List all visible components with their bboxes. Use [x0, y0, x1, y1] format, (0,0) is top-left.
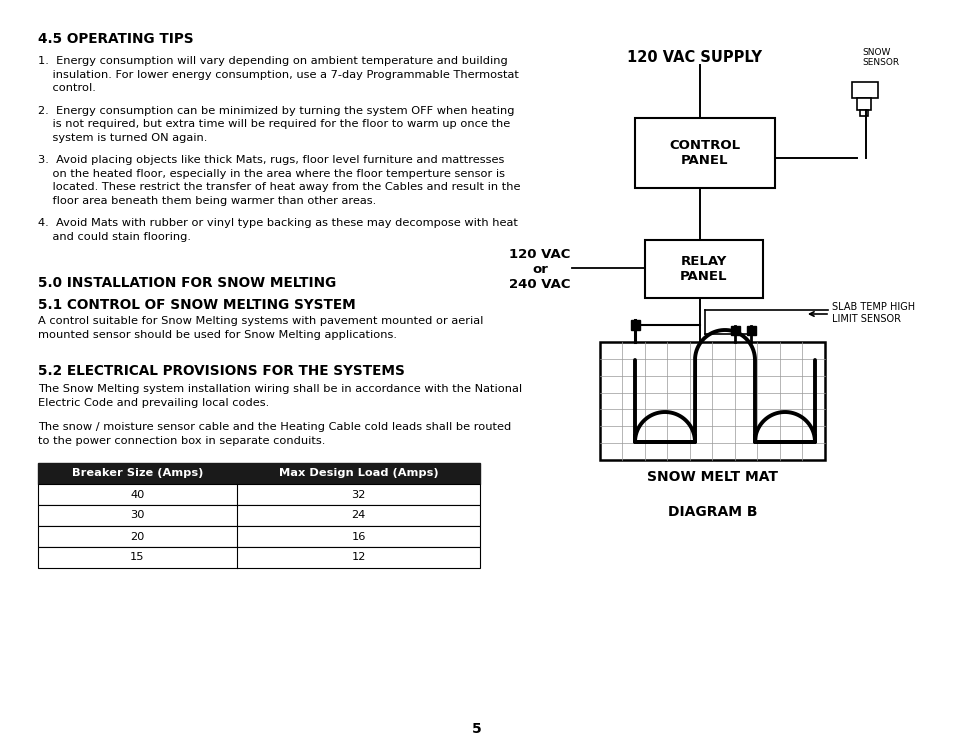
Bar — [38, 463, 479, 484]
Bar — [644, 240, 762, 298]
Bar — [38, 505, 479, 526]
Text: 5.1 CONTROL OF SNOW MELTING SYSTEM: 5.1 CONTROL OF SNOW MELTING SYSTEM — [38, 298, 355, 312]
Text: 5.0 INSTALLATION FOR SNOW MELTING: 5.0 INSTALLATION FOR SNOW MELTING — [38, 276, 335, 290]
Bar — [38, 526, 479, 547]
Text: 12: 12 — [351, 553, 365, 562]
Text: 3.  Avoid placing objects like thick Mats, rugs, floor level furniture and mattr: 3. Avoid placing objects like thick Mats… — [38, 155, 520, 206]
Text: 2.  Energy consumption can be minimized by turning the system OFF when heating
 : 2. Energy consumption can be minimized b… — [38, 106, 514, 142]
Text: 120 VAC
or
240 VAC: 120 VAC or 240 VAC — [509, 248, 570, 291]
Text: 120 VAC SUPPLY: 120 VAC SUPPLY — [627, 50, 761, 65]
Text: 32: 32 — [351, 489, 365, 500]
Text: The snow / moisture sensor cable and the Heating Cable cold leads shall be route: The snow / moisture sensor cable and the… — [38, 422, 511, 446]
Bar — [851, 82, 877, 98]
Bar — [746, 326, 755, 335]
Text: 40: 40 — [131, 489, 145, 500]
Bar — [630, 320, 639, 330]
Bar — [599, 342, 824, 460]
Text: The Snow Melting system installation wiring shall be in accordance with the Nati: The Snow Melting system installation wir… — [38, 384, 521, 407]
Text: 5: 5 — [472, 722, 481, 736]
Bar — [38, 484, 479, 505]
Text: 24: 24 — [351, 511, 365, 520]
Text: 4.  Avoid Mats with rubber or vinyl type backing as these may decompose with hea: 4. Avoid Mats with rubber or vinyl type … — [38, 218, 517, 241]
Text: CONTROL
PANEL: CONTROL PANEL — [669, 139, 740, 167]
Text: 4.5 OPERATING TIPS: 4.5 OPERATING TIPS — [38, 32, 193, 46]
Text: SNOW MELT MAT: SNOW MELT MAT — [646, 470, 778, 484]
Text: 20: 20 — [131, 531, 145, 542]
Bar — [635, 118, 774, 188]
Bar — [859, 110, 867, 116]
Text: 16: 16 — [351, 531, 365, 542]
Text: 15: 15 — [130, 553, 145, 562]
Text: DIAGRAM B: DIAGRAM B — [667, 505, 757, 519]
Text: RELAY
PANEL: RELAY PANEL — [679, 255, 727, 283]
Text: SNOW
SENSOR: SNOW SENSOR — [862, 48, 898, 67]
Text: Breaker Size (Amps): Breaker Size (Amps) — [71, 469, 203, 478]
Text: 5.2 ELECTRICAL PROVISIONS FOR THE SYSTEMS: 5.2 ELECTRICAL PROVISIONS FOR THE SYSTEM… — [38, 364, 404, 378]
Text: 30: 30 — [130, 511, 145, 520]
Bar — [730, 326, 740, 335]
Text: Max Design Load (Amps): Max Design Load (Amps) — [278, 469, 437, 478]
Text: SLAB TEMP HIGH
LIMIT SENSOR: SLAB TEMP HIGH LIMIT SENSOR — [831, 302, 914, 323]
Text: 1.  Energy consumption will vary depending on ambient temperature and building
 : 1. Energy consumption will vary dependin… — [38, 56, 518, 93]
Bar — [856, 98, 870, 110]
Bar — [38, 547, 479, 568]
Text: A control suitable for Snow Melting systems with pavement mounted or aerial
moun: A control suitable for Snow Melting syst… — [38, 316, 483, 339]
